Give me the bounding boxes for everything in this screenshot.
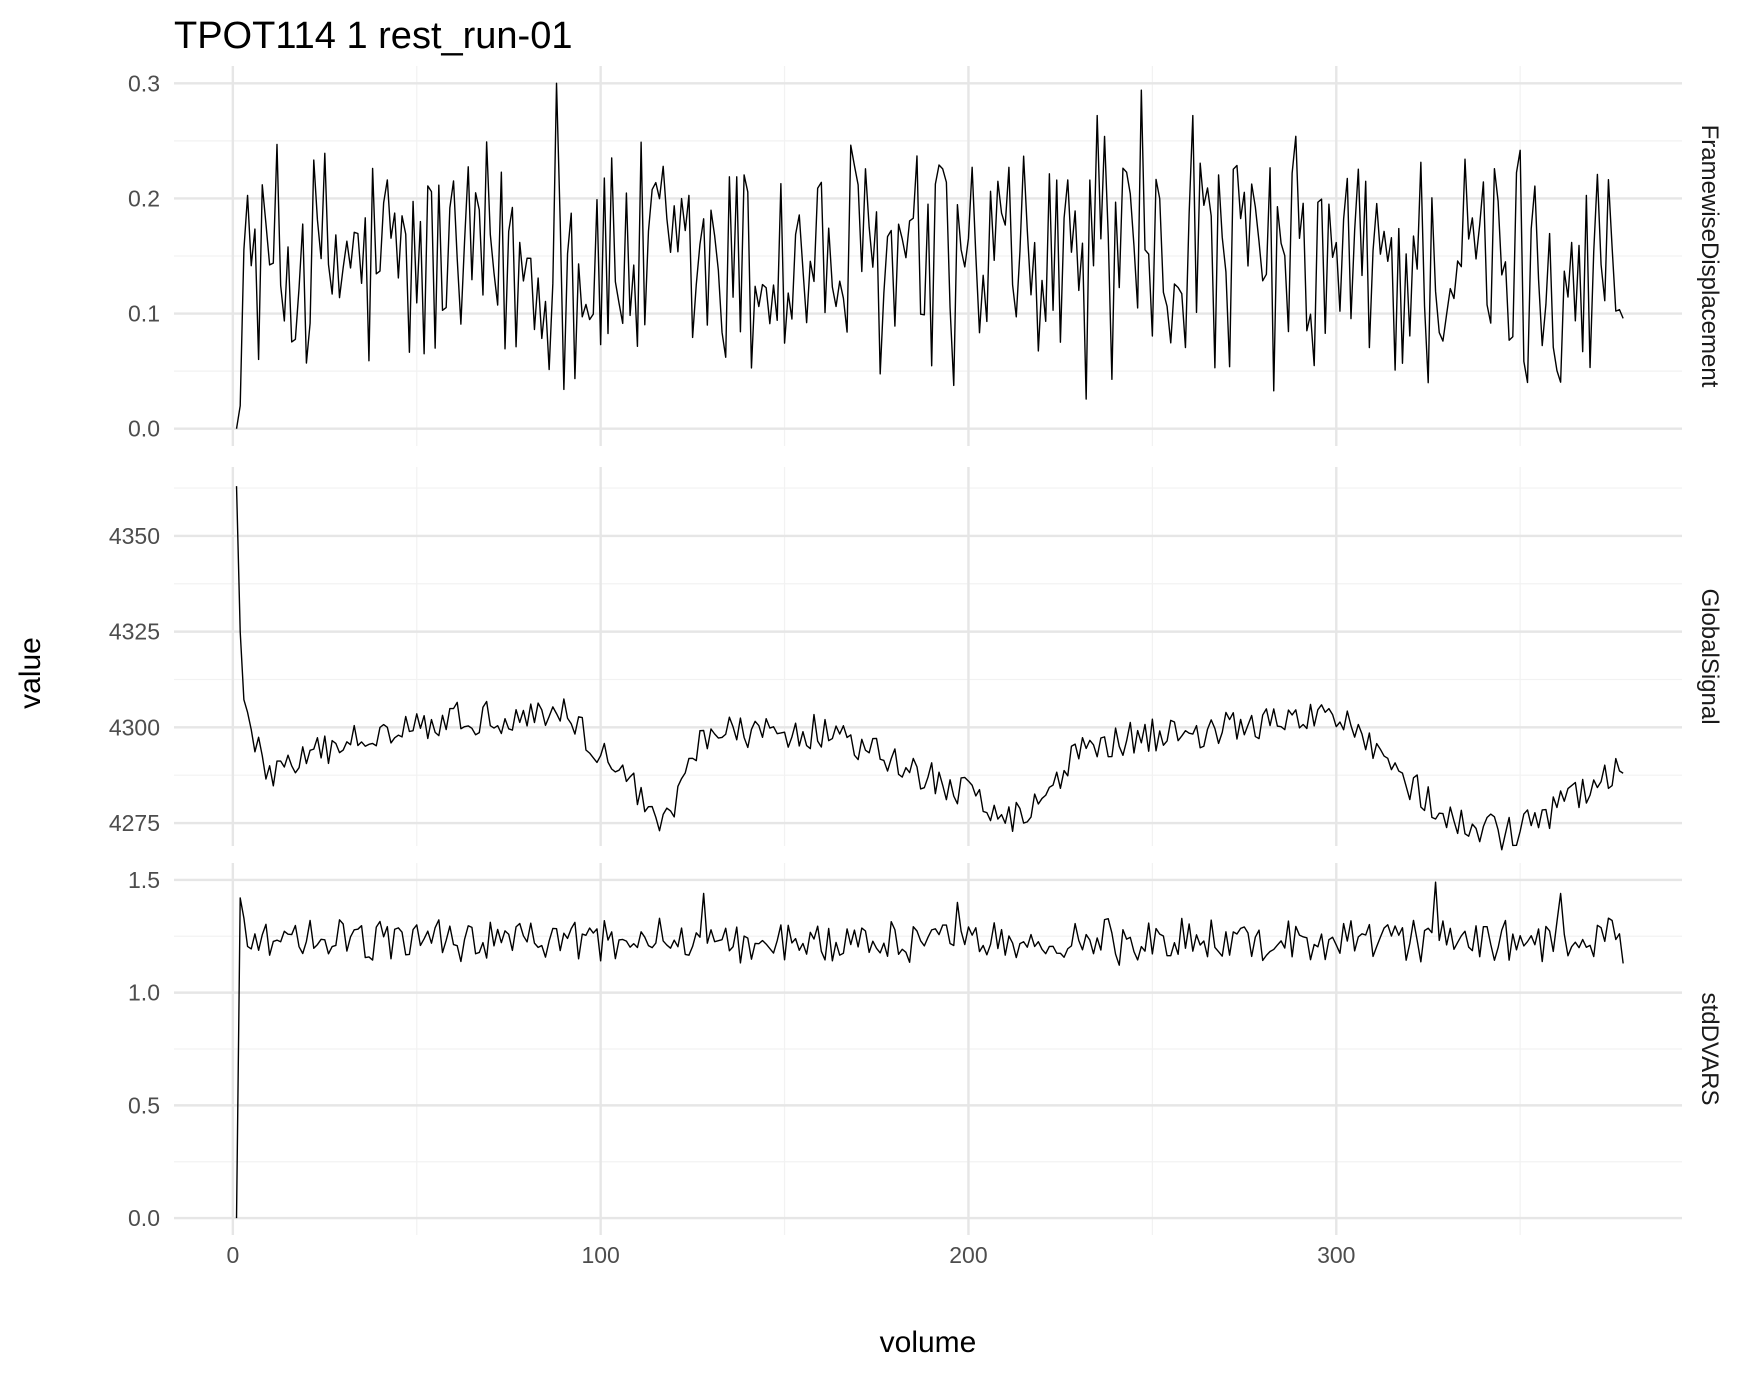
y-tick-label: 0.2 xyxy=(128,185,160,211)
y-tick-label: 0.1 xyxy=(128,301,160,327)
y-tick-label: 0.5 xyxy=(128,1092,160,1118)
y-tick-label: 4300 xyxy=(109,714,160,740)
facet-strip-label: GlobalSignal xyxy=(1696,588,1723,724)
facet-panels: 0.0 0.1 0.2 0.3 FramewiseDisplacement 4275 430… xyxy=(109,66,1723,1235)
x-tick-label: 200 xyxy=(949,1242,987,1268)
y-tick-label: 4325 xyxy=(109,619,160,645)
y-tick-label: 0.0 xyxy=(128,1205,160,1231)
panel-stdDVARS: 0.0 0.5 1.0 1.5 stdDVARS xyxy=(128,863,1723,1235)
y-tick-label: 0.0 xyxy=(128,416,160,442)
y-axis-title: value xyxy=(14,637,47,709)
y-tick-label: 4350 xyxy=(109,523,160,549)
x-tick-label: 0 xyxy=(226,1242,239,1268)
series-line-FramewiseDisplacement xyxy=(235,82,1624,429)
y-tick-label: 1.0 xyxy=(128,980,160,1006)
panel-FramewiseDisplacement: 0.0 0.1 0.2 0.3 FramewiseDisplacement xyxy=(128,66,1723,446)
facet-strip-label: stdDVARS xyxy=(1696,993,1723,1106)
y-tick-label: 1.5 xyxy=(128,867,160,893)
y-tick-label: 0.3 xyxy=(128,70,160,96)
series-line-GlobalSignal xyxy=(235,486,1624,851)
panel-GlobalSignal: 4275 4300 4325 4350 GlobalSignal xyxy=(109,467,1723,851)
x-axis-title: volume xyxy=(880,1326,977,1359)
x-tick-label: 300 xyxy=(1317,1242,1355,1268)
series-line-stdDVARS xyxy=(235,881,1624,1219)
y-tick-label: 4275 xyxy=(109,810,160,836)
x-tick-label: 100 xyxy=(581,1242,619,1268)
x-axis-ticks: 0 100 200 300 xyxy=(226,1242,1355,1268)
chart-title: TPOT114 1 rest_run-01 xyxy=(174,15,572,57)
facet-strip-label: FramewiseDisplacement xyxy=(1696,125,1723,388)
